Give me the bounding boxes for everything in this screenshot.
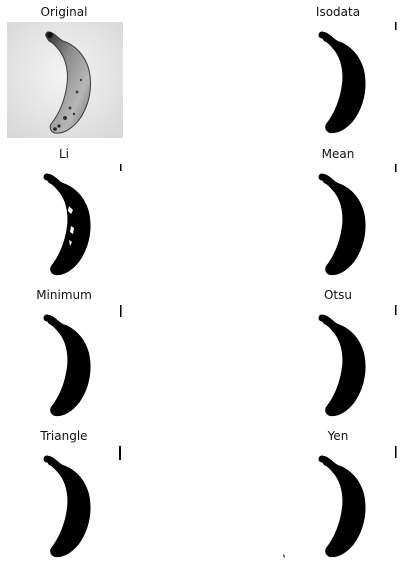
original-image bbox=[7, 22, 123, 138]
li-threshold-image bbox=[7, 164, 123, 280]
triangle-threshold-image bbox=[7, 446, 123, 562]
mean-threshold-image bbox=[282, 164, 398, 280]
panel-title-mean: Mean bbox=[321, 147, 355, 161]
panel-title-triangle: Triangle bbox=[40, 429, 88, 443]
panel-title-otsu: Otsu bbox=[323, 288, 352, 302]
minimum-threshold-image bbox=[7, 305, 123, 421]
panel-title-li: Li bbox=[58, 147, 70, 161]
yen-threshold-image bbox=[282, 446, 398, 562]
panel-title-minimum: Minimum bbox=[36, 288, 92, 302]
panel-title-isodata: Isodata bbox=[315, 5, 361, 19]
otsu-threshold-image bbox=[282, 305, 398, 421]
isodata-threshold-image bbox=[282, 22, 398, 138]
panel-title-yen: Yen bbox=[327, 429, 349, 443]
panel-title-original: Original bbox=[40, 5, 88, 19]
